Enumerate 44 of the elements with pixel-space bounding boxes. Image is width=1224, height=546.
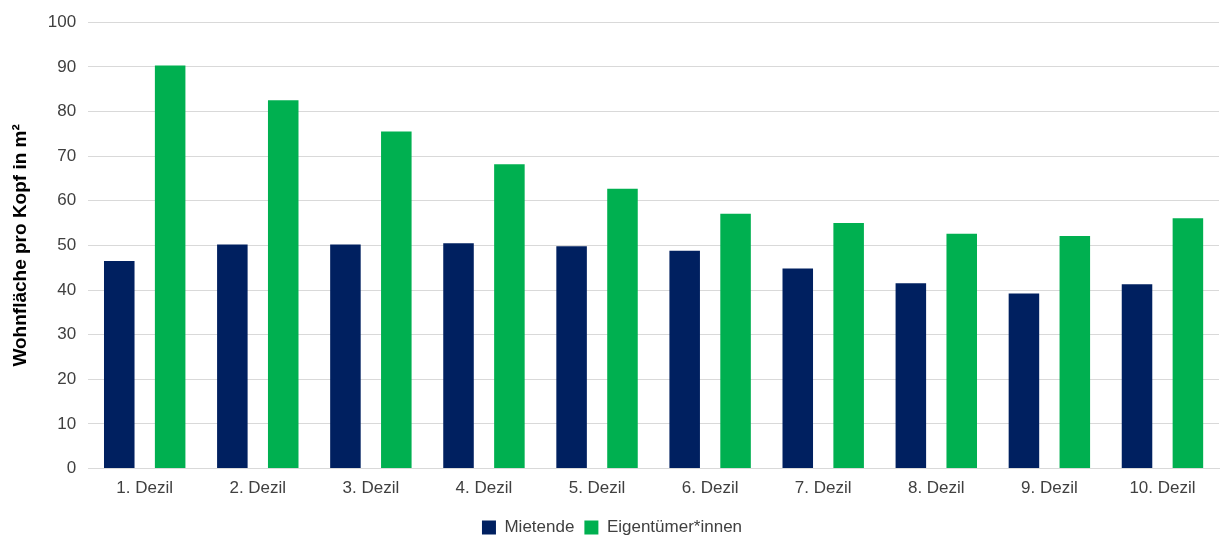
bar [330, 244, 361, 469]
x-tick-label: 2. Dezil [229, 478, 287, 498]
x-tick-label: 4. Dezil [455, 478, 513, 498]
y-tick-label: 40 [57, 279, 77, 299]
legend-label: Eigentümer*innen [606, 517, 743, 537]
bar [1059, 236, 1091, 469]
y-axis-title: Wohnfläche pro Kopf in m² [8, 124, 30, 367]
y-tick-label: 70 [57, 145, 77, 165]
bar [494, 164, 525, 469]
bar [443, 243, 474, 469]
bar [946, 233, 977, 469]
bar [556, 246, 587, 469]
bar [895, 283, 927, 469]
bar [154, 65, 186, 469]
bar [267, 100, 299, 469]
bar [669, 250, 700, 469]
bar [782, 268, 814, 469]
y-tick-label: 100 [47, 11, 77, 31]
bar [1172, 218, 1204, 469]
x-tick-label: 10. Dezil [1129, 478, 1196, 498]
y-tick-label: 60 [57, 190, 77, 210]
y-tick-label: 0 [66, 458, 77, 478]
bar [607, 188, 638, 469]
x-tick-label: 7. Dezil [794, 478, 852, 498]
x-tick-label: 3. Dezil [342, 478, 400, 498]
y-tick-label: 10 [57, 413, 77, 433]
bar [104, 261, 135, 469]
x-tick-label: 5. Dezil [568, 478, 626, 498]
bar [720, 213, 751, 469]
x-tick-label: 6. Dezil [681, 478, 739, 498]
bar [833, 223, 864, 469]
bar [1008, 293, 1040, 469]
y-tick-label: 50 [57, 235, 77, 255]
x-tick-label: 1. Dezil [116, 478, 174, 498]
bar [381, 131, 412, 469]
bar [217, 244, 248, 469]
y-tick-label: 80 [57, 101, 77, 121]
legend-label: Mietende [504, 517, 575, 537]
x-tick-label: 8. Dezil [907, 478, 965, 498]
x-tick-label: 9. Dezil [1021, 478, 1078, 498]
y-tick-label: 90 [57, 56, 77, 76]
y-tick-label: 30 [57, 324, 77, 344]
bar [1121, 284, 1153, 469]
y-tick-label: 20 [57, 369, 77, 389]
